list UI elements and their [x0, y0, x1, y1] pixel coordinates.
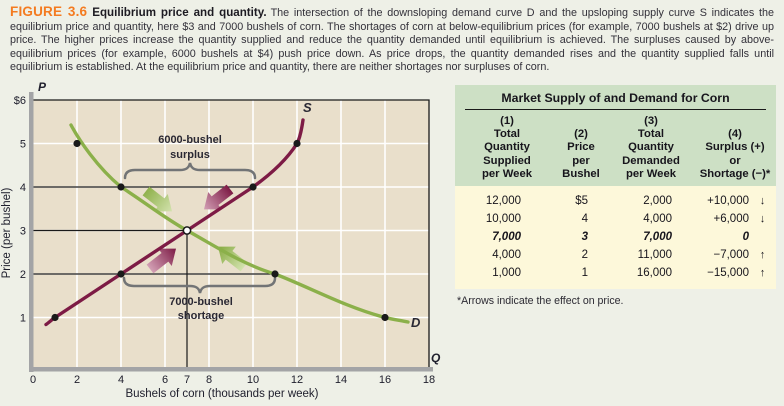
supply-curve-label: S	[303, 100, 312, 115]
surplus-brace	[123, 162, 257, 180]
price-axis-letter: P	[38, 80, 47, 94]
x-axis-title: Bushels of corn (thousands per week)	[125, 388, 318, 400]
svg-text:4: 4	[118, 374, 124, 386]
svg-text:6000-bushel: 6000-bushel	[158, 134, 222, 146]
table-row-equilibrium: 7,000 3 7,000 0	[492, 231, 749, 244]
equilibrium-point	[182, 226, 192, 235]
svg-text:8: 8	[206, 374, 212, 386]
svg-text:18: 18	[423, 374, 435, 386]
svg-text:6: 6	[162, 374, 168, 386]
svg-text:5: 5	[20, 139, 26, 151]
svg-text:16: 16	[379, 374, 391, 386]
svg-text:3: 3	[20, 226, 26, 238]
svg-text:7000-bushel: 7000-bushel	[169, 296, 233, 308]
svg-text:surplus: surplus	[170, 149, 210, 161]
figure-caption-text: The intersection of the downsloping dema…	[10, 7, 774, 74]
column-header-quantity-supplied: (1) Total Quantity Supplied per Week	[481, 115, 533, 180]
svg-text:2: 2	[74, 374, 80, 386]
data-points	[51, 139, 389, 322]
svg-text:0: 0	[30, 374, 36, 386]
plot-area	[33, 100, 429, 367]
svg-text:1: 1	[20, 313, 26, 325]
y-axis	[29, 92, 34, 372]
price-effect-arrow: ↓	[759, 213, 766, 226]
svg-text:shortage: shortage	[178, 310, 224, 322]
figure-label: FIGURE 3.6	[10, 4, 88, 19]
price-effect-arrow: ↓	[759, 195, 766, 208]
figure-caption: FIGURE 3.6 Equilibrium price and quantity…	[0, 0, 784, 75]
table-footnote: *Arrows indicate the effect on price.	[457, 295, 624, 307]
table-column-headers: (1) Total Quantity Supplied per Week (2)…	[455, 115, 776, 186]
plot-border	[33, 99, 430, 367]
column-header-surplus-shortage: (4) Surplus (+) or Shortage (−)*	[699, 128, 771, 180]
table-row: 4,000 2 11,000 −7,000 ↑	[455, 246, 776, 264]
shortage-brace	[122, 276, 277, 294]
svg-text:4: 4	[20, 182, 26, 194]
table-header: Market Supply of and Demand for Corn (1)…	[455, 85, 776, 187]
x-tick-labels: 0 2 4 6 7 8 10 12 14 16 18	[30, 374, 435, 386]
price-effect-arrow: ↑	[759, 267, 766, 280]
y-tick-labels: $6 5 4 3 2 1	[14, 95, 26, 325]
quantity-axis-letter: Q	[431, 351, 441, 365]
surplus-label: 6000-bushel surplus	[158, 134, 222, 161]
column-header-price: (2) Price per Bushel	[562, 128, 600, 180]
market-table: Market Supply of and Demand for Corn (1)…	[455, 85, 776, 290]
svg-text:10: 10	[247, 374, 259, 386]
y-axis-title: Price (per bushel)	[1, 187, 13, 278]
table-row: 12,000 $5 2,000 +10,000 ↓	[455, 192, 776, 210]
table-row: 10,000 4 4,000 +6,000 ↓	[455, 210, 776, 228]
demand-curve-label: D	[411, 315, 421, 330]
figure-title: Equilibrium price and quantity.	[92, 6, 267, 19]
svg-text:12: 12	[291, 374, 303, 386]
svg-text:14: 14	[335, 374, 347, 386]
column-header-quantity-demanded: (3) Total Quantity Demanded per Week	[622, 115, 680, 180]
price-effect-arrow: ↑	[759, 249, 766, 262]
shortage-label: 7000-bushel shortage	[169, 296, 233, 322]
x-axis	[29, 367, 433, 372]
svg-text:2: 2	[20, 269, 26, 281]
table-title: Market Supply of and Demand for Corn	[501, 91, 730, 105]
supply-demand-chart: 6000-bushel surplus 7000-bushel shortage…	[0, 79, 445, 401]
price-reference-lines	[33, 186, 275, 367]
table-row: 1,000 1 16,000 −15,000 ↑	[455, 264, 776, 282]
svg-text:$6: $6	[14, 95, 26, 107]
table-body: 12,000 $5 2,000 +10,000 ↓ 10,000 4 4,000…	[455, 186, 776, 290]
table-title-rule	[465, 109, 766, 110]
svg-text:7: 7	[184, 374, 190, 386]
